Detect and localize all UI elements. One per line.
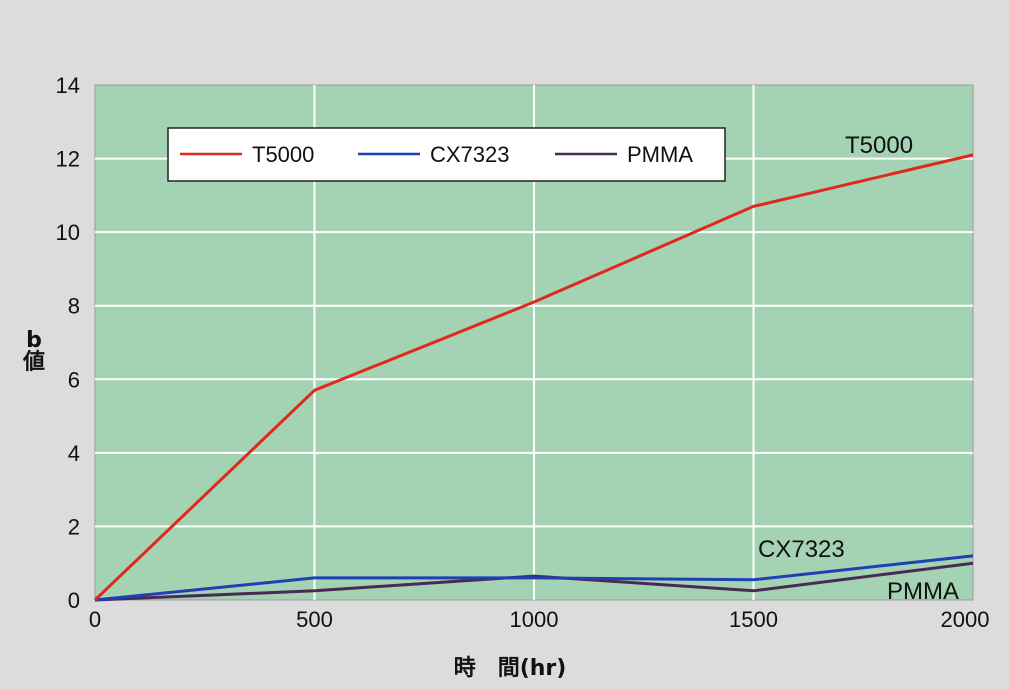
annotation-t5000: T5000 (845, 132, 913, 159)
y-axis-label-value: 値 (22, 350, 45, 375)
y-axis-label-b: b (26, 328, 42, 353)
y-tick-label: 4 (68, 441, 80, 466)
series-line-t5000 (93, 153, 974, 602)
x-tick-label: 500 (296, 607, 333, 632)
legend: T5000 CX7323 PMMA (167, 127, 726, 182)
tick-labels: 0 500 1000 1500 2000 0 2 4 6 8 10 12 14 (56, 73, 990, 632)
legend-label-pmma: PMMA (627, 142, 693, 167)
x-tick-label: 1500 (729, 607, 778, 632)
x-axis-label: 時 間(hr) (454, 656, 567, 681)
series-line-cx7323 (94, 554, 974, 602)
y-tick-label: 6 (68, 367, 80, 392)
x-tick-label: 2000 (941, 607, 990, 632)
legend-label-cx7323: CX7323 (430, 142, 510, 167)
y-tick-label: 2 (68, 514, 80, 539)
y-tick-label: 10 (56, 220, 80, 245)
x-tick-label: 0 (89, 607, 101, 632)
y-tick-label: 0 (68, 588, 80, 613)
y-tick-label: 14 (56, 73, 80, 98)
annotation-cx7323: CX7323 (758, 536, 845, 563)
y-tick-label: 8 (68, 294, 80, 319)
legend-box (167, 127, 726, 182)
y-tick-label: 12 (56, 147, 80, 172)
annotation-pmma: PMMA (887, 578, 959, 605)
x-tick-label: 1000 (510, 607, 559, 632)
series-lines (93, 153, 974, 602)
series-line-pmma (94, 561, 974, 602)
legend-label-t5000: T5000 (252, 142, 314, 167)
